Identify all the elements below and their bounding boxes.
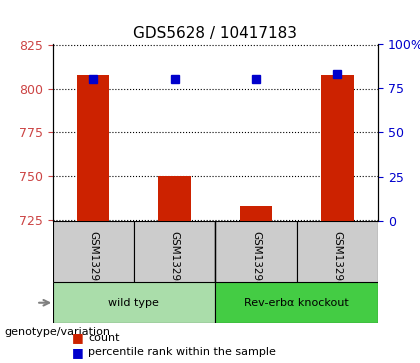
Text: GSM1329814: GSM1329814 — [332, 231, 342, 301]
Text: ■: ■ — [71, 346, 83, 359]
Title: GDS5628 / 10417183: GDS5628 / 10417183 — [133, 26, 297, 41]
Text: GSM1329813: GSM1329813 — [251, 231, 261, 301]
Bar — [158, 176, 191, 221]
Text: wild type: wild type — [108, 298, 159, 308]
Bar — [321, 75, 354, 221]
Text: percentile rank within the sample: percentile rank within the sample — [88, 347, 276, 357]
FancyBboxPatch shape — [52, 221, 134, 282]
Text: ■: ■ — [71, 331, 83, 344]
FancyBboxPatch shape — [215, 282, 378, 323]
FancyBboxPatch shape — [215, 221, 297, 282]
Text: count: count — [88, 333, 120, 343]
FancyBboxPatch shape — [52, 282, 215, 323]
FancyBboxPatch shape — [134, 221, 215, 282]
Text: GSM1329812: GSM1329812 — [170, 231, 180, 301]
Text: Rev-erbα knockout: Rev-erbα knockout — [244, 298, 349, 308]
Text: genotype/variation: genotype/variation — [4, 327, 110, 337]
Text: GSM1329811: GSM1329811 — [88, 231, 98, 301]
FancyBboxPatch shape — [297, 221, 378, 282]
Bar — [77, 75, 110, 221]
Bar — [240, 206, 272, 221]
